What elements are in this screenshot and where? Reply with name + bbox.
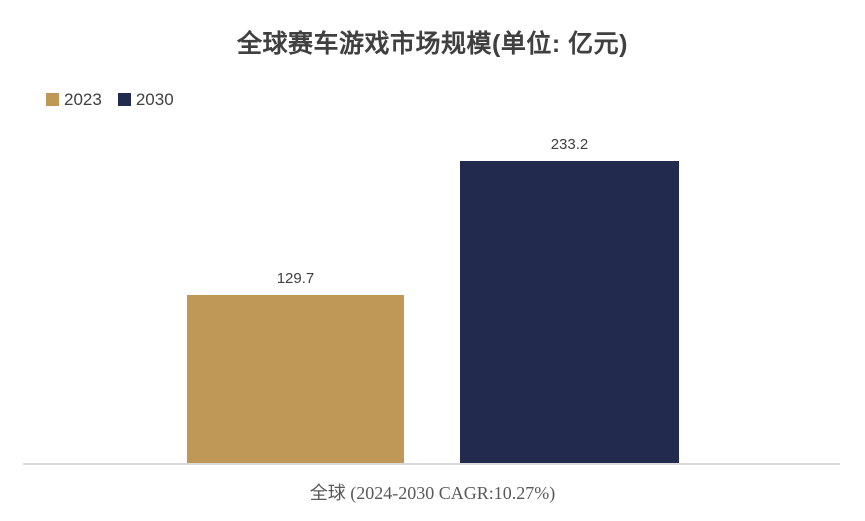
- legend-item-2023[interactable]: 2023: [46, 91, 102, 108]
- legend-swatch-2030: [117, 93, 131, 106]
- legend: 2023 2030: [46, 91, 174, 108]
- x-axis-category-label: 全球 (2024-2030 CAGR:10.27%): [309, 483, 556, 503]
- legend-label-2030: 2030: [135, 90, 174, 109]
- bar-2023[interactable]: [187, 295, 404, 464]
- bar-group-2030: 233.2: [460, 136, 679, 464]
- chart-title: 全球赛车游戏市场规模(单位: 亿元): [237, 30, 628, 58]
- legend-swatch-2023: [46, 93, 59, 106]
- legend-label-2023: 2023: [64, 90, 102, 109]
- x-axis-line: [23, 463, 840, 465]
- bar-value-label-2023: 129.7: [276, 270, 315, 287]
- bar-value-label-2030: 233.2: [550, 136, 589, 153]
- bar-2030[interactable]: [460, 161, 679, 464]
- legend-item-2030[interactable]: 2030: [117, 90, 174, 109]
- bar-group-2023: 129.7: [187, 270, 404, 464]
